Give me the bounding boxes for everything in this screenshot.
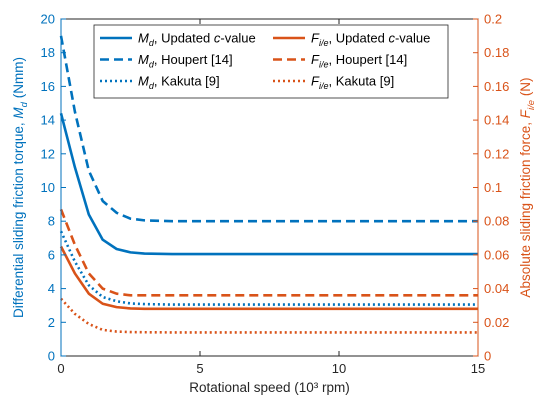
y-right-tick-label: 0.08 (484, 214, 509, 229)
series-m-solid-line (59, 113, 478, 256)
series-layer (59, 35, 478, 334)
axes-layer: 0 5 10 150246810121416182000.020.040.060.08… (11, 12, 537, 396)
y-right-tick-label: 0.04 (484, 281, 509, 296)
y-left-tick-label: 4 (48, 281, 55, 296)
y-left-axis-label-symbol: M (11, 107, 26, 119)
y-right-tick-label: 0.16 (484, 79, 509, 94)
series-m-dotted-line (59, 230, 478, 306)
y-right-tick-label: 0 (484, 349, 491, 364)
y-left-axis-label: Differential sliding friction torque, Md… (11, 57, 30, 318)
y-left-tick-label: 10 (41, 180, 55, 195)
series-m-dashed-line (59, 35, 478, 223)
y-left-tick-label: 16 (41, 79, 55, 94)
series-f-dotted-line (60, 297, 478, 334)
series-f-dashed-line (59, 208, 478, 297)
y-right-tick-label: 0.18 (484, 45, 509, 60)
series-f-solid-line (59, 245, 478, 311)
legend-entry-label: Md, Updated c-value (138, 31, 256, 49)
legend-entry-label: Fi/e, Updated c-value (311, 31, 430, 49)
y-left-tick-label: 0 (48, 349, 55, 364)
y-left-axis-label-subscript: d (19, 101, 30, 107)
y-right-axis-label-unit: (N) (518, 77, 533, 100)
legend-entry-label: Fi/e, Houpert [14] (311, 52, 407, 70)
y-right-tick-label: 0.14 (484, 113, 509, 128)
x-tick-label: 10 (332, 361, 346, 376)
y-right-tick-label: 0.06 (484, 247, 509, 262)
y-left-tick-label: 2 (48, 315, 55, 330)
y-right-tick-label: 0.02 (484, 315, 509, 330)
legend-entry-label: Md, Houpert [14] (138, 52, 233, 70)
y-left-tick-label: 8 (48, 214, 55, 229)
y-right-axis-label: Absolute sliding friction force, Fi/e (N… (518, 77, 537, 297)
y-left-axis-label-text: Differential sliding friction torque, (11, 119, 26, 318)
y-left-tick-label: 14 (41, 113, 55, 128)
legend: Md, Updated c-value Md, Houpert [14] Md, K… (93, 24, 449, 99)
x-tick-label: 15 (471, 361, 485, 376)
legend-entry-label: Md, Kakuta [9] (138, 74, 220, 92)
y-left-axis-label-unit: (Nmm) (11, 57, 26, 102)
y-left-tick-label: 12 (41, 146, 55, 161)
y-right-axis-label-text: Absolute sliding friction force, (518, 118, 533, 297)
y-right-tick-label: 0.12 (484, 146, 509, 161)
legend-entry-label: Fi/e, Kakuta [9] (311, 74, 394, 92)
y-right-tick-label: 0.1 (484, 180, 502, 195)
y-right-axis-label-symbol: F (518, 109, 533, 118)
x-tick-label: 5 (196, 361, 203, 376)
x-axis-label: Rotational speed (10³ rpm) (189, 380, 350, 395)
y-right-tick-label: 0.2 (484, 12, 502, 27)
y-left-tick-label: 18 (41, 45, 55, 60)
legend-box (93, 24, 449, 99)
y-left-tick-label: 20 (41, 12, 55, 27)
y-left-tick-label: 6 (48, 247, 55, 262)
x-tick-label: 0 (57, 361, 64, 376)
y-right-axis-label-subscript: i/e (526, 100, 537, 110)
